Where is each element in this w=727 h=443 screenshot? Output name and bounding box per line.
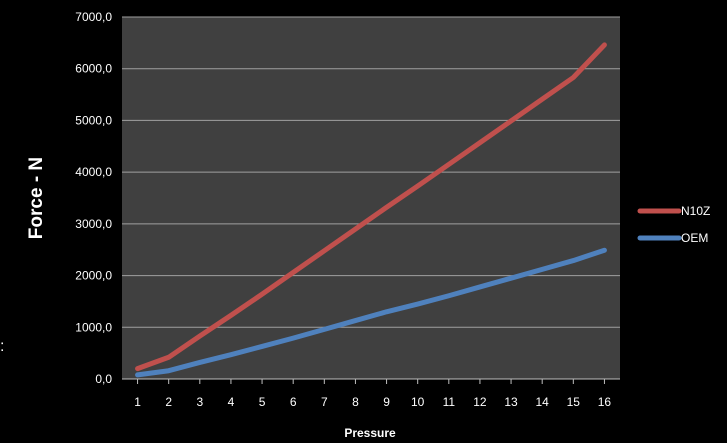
legend: N10Z OEM: [637, 204, 710, 245]
x-tick-label: 12: [473, 395, 487, 409]
x-axis-ticks: 1 2 3 4 5 6 7 8 9 10 11 12 13 14 15 16: [134, 379, 611, 409]
gridlines: [122, 16, 620, 328]
x-tick-label: 2: [165, 395, 172, 409]
y-tick-label: 5000,0: [75, 113, 112, 127]
x-tick-label: 8: [352, 395, 359, 409]
series-line-oem: [135, 247, 607, 378]
x-tick-label: 4: [228, 395, 235, 409]
x-tick-label: 11: [443, 395, 456, 409]
plot-area: [122, 17, 620, 379]
y-tick-label: 3000,0: [75, 217, 112, 231]
x-tick-label: 16: [598, 395, 612, 409]
x-tick-label: 6: [290, 395, 297, 409]
legend-label: OEM: [681, 231, 708, 245]
x-tick-label: 15: [567, 395, 581, 409]
x-tick-label: 14: [536, 395, 550, 409]
y-tick-label: 1000,0: [75, 320, 112, 334]
y-axis-ticks: 0,0 1000,0 2000,0 3000,0 4000,0 5000,0 6000,0 7…: [75, 10, 112, 386]
y-axis-label: Force - N: [26, 157, 47, 239]
y-tick-label: 7000,0: [75, 10, 112, 24]
legend-label: N10Z: [681, 204, 710, 218]
x-tick-label: 13: [504, 395, 518, 409]
x-tick-label: 5: [259, 395, 266, 409]
x-tick-label: 1: [134, 395, 141, 409]
x-axis-label: Pressure: [344, 426, 396, 440]
y-tick-label: 6000,0: [75, 62, 112, 76]
series-line-n10z: [135, 42, 607, 372]
y-tick-label: 2000,0: [75, 269, 112, 283]
edge-text: :: [0, 338, 5, 355]
y-tick-label: 4000,0: [75, 165, 112, 179]
x-tick-label: 3: [196, 395, 203, 409]
x-tick-label: 10: [411, 395, 425, 409]
x-tick-label: 7: [321, 395, 328, 409]
series-lines: [135, 42, 607, 378]
x-tick-label: 9: [383, 395, 390, 409]
y-tick-label: 0,0: [95, 372, 112, 386]
